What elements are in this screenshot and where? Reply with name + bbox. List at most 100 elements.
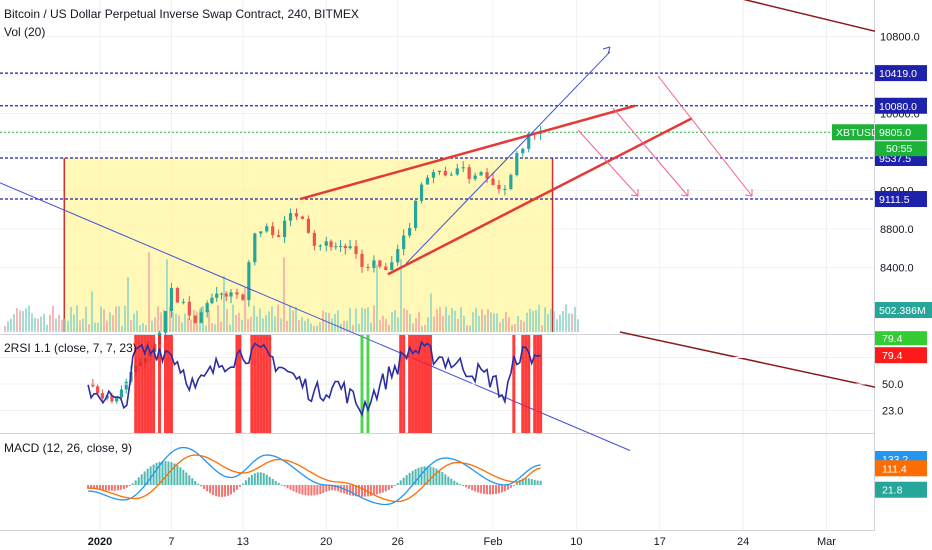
volume-bar [352,324,354,332]
volume-bar [223,276,225,332]
macd-indicator-title: MACD (12, 26, close, 9) [4,441,132,455]
volume-bar [520,319,522,332]
volume-bar [502,318,504,332]
rsi-overbought-bar [149,335,153,433]
candle-body [210,297,214,304]
macd-histogram-bar [286,485,289,489]
rsi-overbought-bar [524,335,528,433]
countdown-label: 50:55 [886,143,912,155]
macd-histogram-bar [107,485,110,491]
candle-body [437,170,442,173]
macd-histogram-bar [408,472,411,485]
rsi-overbought-bar [262,335,266,433]
macd-histogram-bar [238,485,241,487]
rsi-overbought-bar [521,335,525,433]
volume-bar [529,308,531,332]
rsi-overbought-bar [164,335,167,433]
volume-bar [304,320,306,332]
volume-bar [475,308,477,332]
volume-bar [562,311,564,332]
volume-bar [49,314,51,332]
volume-bar [400,259,402,332]
volume-bar [202,305,204,332]
volume-bar [421,325,423,332]
candle-body [360,253,364,267]
range-box [64,158,553,332]
candle-body [521,148,525,154]
macd-histogram-bar [438,470,441,485]
rsi-overbought-bar [527,335,531,433]
volume-bar [388,324,390,332]
volume-bar [442,315,444,332]
volume-bar [13,314,15,332]
macd-histogram-bar [539,480,542,485]
volume-bar [496,313,498,332]
rsi-line [87,340,541,418]
macd-histogram-bar [420,466,423,485]
macd-histogram-bar [185,472,188,485]
macd-histogram-bar [474,485,477,492]
macd-histogram-bar [402,477,405,485]
volume-bar [493,313,495,332]
macd-histogram-bar [200,485,203,487]
upper-dark-trendline [742,0,932,46]
projection-down-arrow-line [577,129,639,197]
rsi-overbought-bar [146,335,150,433]
macd-histogram-bar [262,473,265,485]
macd-histogram-bar [209,485,212,494]
volume-bar [31,313,33,332]
candle-body [354,246,358,254]
candle-body [413,200,418,229]
candle-body [91,383,95,387]
volume-bar [553,310,555,332]
candle-body [193,315,197,323]
macd-histogram-bar [161,461,164,485]
volume-label: 502.386M [879,305,926,317]
volume-bar [550,308,552,332]
volume-bar [151,320,153,332]
price-level-label-bg [875,65,927,82]
volume-bar [424,325,426,332]
volume-bar [172,311,174,332]
time-tick-label: 13 [237,536,249,548]
macd-histogram-bar [518,479,521,485]
macd-line [88,446,541,506]
time-tick-label: 7 [168,536,174,548]
volume-bar [481,309,483,332]
candle-body [378,260,382,267]
last-price-label: 9805.0 [879,127,911,139]
volume-bar [472,312,474,332]
macd-histogram-bar [182,469,185,485]
price-level-label: 10419.0 [879,68,917,80]
volume-bar [250,316,252,332]
volume-bar [184,313,186,332]
volume-bar [157,306,159,332]
volume-bar [286,320,288,332]
candle-body [181,301,185,303]
macd-histogram-bar [134,480,137,485]
volume-bar [109,312,111,332]
time-tick-label: 10 [570,536,582,548]
time-tick-label: Mar [817,536,836,548]
candle-body [425,177,430,185]
candle-body [485,172,489,179]
rsi-tick-label: 50.0 [882,379,903,391]
macd-histogram-bar [375,485,378,495]
candle-body [169,288,174,312]
symbol-label-bg [832,124,874,141]
candle-body [372,260,376,268]
macd-histogram-bar [328,485,331,491]
volume-bar [118,306,120,332]
macd-histogram-bar [146,468,149,485]
macd-histogram-bar [271,478,274,485]
macd-histogram-bar [188,475,191,485]
macd-histogram-bar [506,485,509,490]
projection-down-arrowhead [630,189,639,197]
volume-bar [511,324,513,332]
macd-histogram-bar [96,485,99,490]
volume-bar [148,252,150,332]
macd-histogram-bar [247,477,250,485]
candle-body [384,266,388,271]
volume-bar [154,317,156,332]
candle-body [479,172,483,176]
